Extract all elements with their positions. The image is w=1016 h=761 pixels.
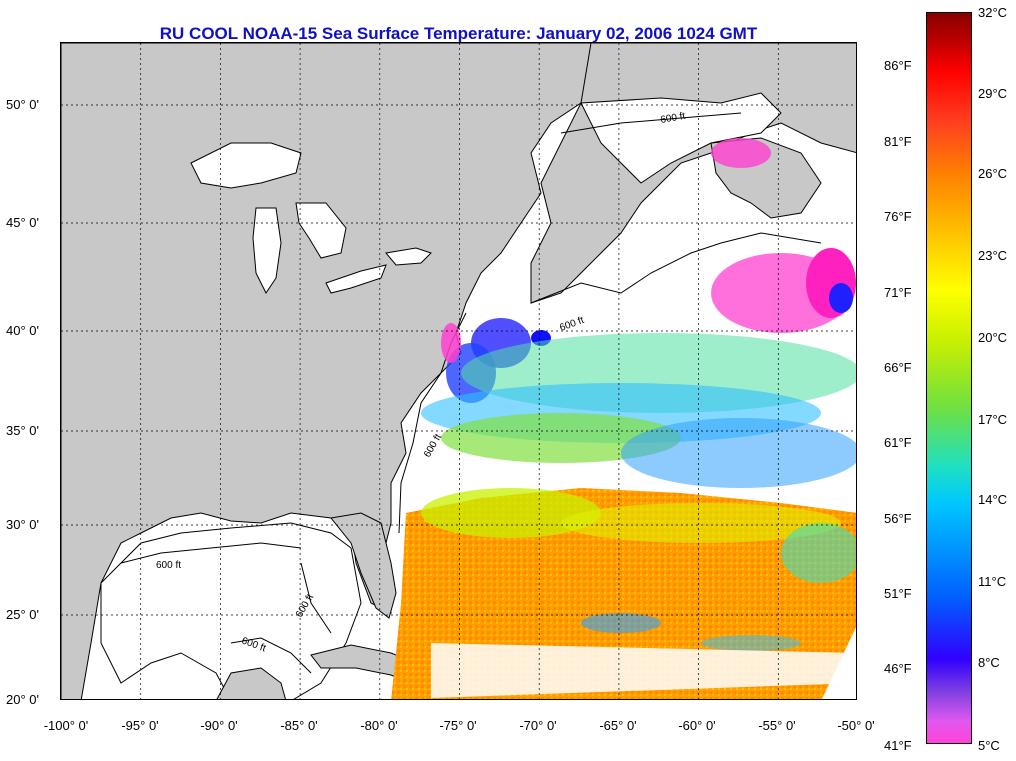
colorbar-celsius-label: 14°C (978, 492, 1008, 507)
longitude-label: -55° 0' (758, 718, 796, 733)
longitude-label: -80° 0' (360, 718, 398, 733)
temperature-colorbar (926, 12, 972, 744)
longitude-label: -100° 0' (43, 718, 89, 733)
latitude-label: 50° 0' (6, 97, 39, 112)
longitude-label: -65° 0' (599, 718, 637, 733)
colorbar-celsius-label: 17°C (978, 412, 1008, 427)
longitude-label: -60° 0' (678, 718, 716, 733)
map-title: RU COOL NOAA-15 Sea Surface Temperature:… (159, 24, 758, 43)
colorbar-fahrenheit-label: 66°F (884, 360, 912, 375)
longitude-label: -50° 0' (837, 718, 875, 733)
warm-water-highlights (421, 488, 856, 651)
longitude-label: -90° 0' (200, 718, 238, 733)
isobath-label: 600 ft (156, 560, 181, 571)
colorbar-fahrenheit-label: 51°F (884, 586, 912, 601)
colorbar-fahrenheit-label: 71°F (884, 285, 912, 300)
lake-erie (325, 264, 387, 294)
latitude-label: 20° 0' (6, 692, 39, 707)
colorbar-celsius-label: 29°C (978, 86, 1008, 101)
colorbar-celsius-label: 20°C (978, 330, 1008, 345)
colorbar-celsius-label: 8°C (978, 655, 1000, 670)
longitude-label: -95° 0' (121, 718, 159, 733)
colorbar-fahrenheit-label: 81°F (884, 134, 912, 149)
colorbar-fahrenheit-label: 56°F (884, 511, 912, 526)
colorbar-celsius-label: 26°C (978, 166, 1008, 181)
longitude-label: -75° 0' (439, 718, 477, 733)
lake-ontario (385, 247, 432, 266)
longitude-label: -85° 0' (280, 718, 318, 733)
colorbar-fahrenheit-label: 76°F (884, 209, 912, 224)
gulf-st-lawrence (580, 92, 782, 184)
sst-map: 600 ft 600 ft 600 ft 600 ft 600 ft 600 f… (60, 42, 857, 700)
colorbar-fahrenheit-label: 41°F (884, 738, 912, 753)
colorbar-fahrenheit-label: 86°F (884, 58, 912, 73)
longitude-label: -70° 0' (519, 718, 557, 733)
isobath-label: 600 ft (660, 111, 687, 126)
colorbar-celsius-label: 5°C (978, 738, 1000, 753)
lake-michigan (252, 207, 282, 294)
latitude-label: 30° 0' (6, 517, 39, 532)
latitude-label: 40° 0' (6, 323, 39, 338)
mid-latitude-sst (421, 333, 856, 488)
latitude-label: 35° 0' (6, 423, 39, 438)
colorbar-fahrenheit-label: 46°F (884, 661, 912, 676)
colorbar-fahrenheit-label: 61°F (884, 435, 912, 450)
latitude-label: 25° 0' (6, 607, 39, 622)
colorbar-celsius-label: 11°C (978, 574, 1007, 589)
yucatan-land (216, 667, 286, 699)
sst-map-canvas: 600 ft 600 ft 600 ft 600 ft 600 ft 600 f… (61, 43, 856, 699)
lake-huron (295, 202, 347, 259)
satellite-swath-edge (431, 643, 856, 698)
colorbar-celsius-label: 23°C (978, 248, 1008, 263)
lake-superior (190, 142, 302, 189)
latitude-label: 45° 0' (6, 215, 39, 230)
colorbar-celsius-label: 32°C (978, 5, 1008, 20)
